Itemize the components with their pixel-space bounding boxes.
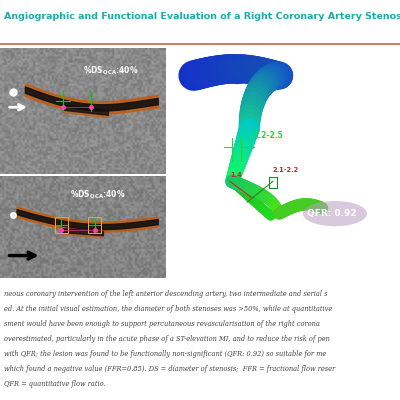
Text: Angiographic and Functional Evaluation of a Right Coronary Artery Stenosis: Angiographic and Functional Evaluation o… [4,12,400,21]
Ellipse shape [303,201,367,226]
Text: 6: 6 [390,154,392,159]
Text: 2: 2 [390,94,392,99]
Text: with QFR; the lesion was found to be functionally non-significant (QFR: 0.92) so: with QFR; the lesion was found to be fun… [4,350,326,358]
Text: 8: 8 [390,184,392,188]
Text: sment would have been enough to support percutaneous revascularisation of the ri: sment would have been enough to support … [4,320,320,328]
Bar [55,217,68,233]
Text: %DS$_{\mathregular{QCA}}$:40%: %DS$_{\mathregular{QCA}}$:40% [83,64,138,77]
Text: neous coronary intervention of the left anterior descending artery, two intermed: neous coronary intervention of the left … [4,290,328,298]
Text: QFR = quantitative flow ratio.: QFR = quantitative flow ratio. [4,380,106,388]
Text: 0: 0 [390,243,392,248]
Text: 2.1-2.2: 2.1-2.2 [273,167,299,173]
Text: 1.4: 1.4 [230,172,242,178]
Text: which found a negative value (FFR=0.85). DS = diameter of stenosis;  FFR = fract: which found a negative value (FFR=0.85).… [4,365,335,373]
Text: 1: 1 [390,214,392,218]
Text: 2.2-2.5: 2.2-2.5 [254,131,283,140]
Bar [88,217,101,233]
Text: QFR: 0.92: QFR: 0.92 [307,209,357,218]
Text: %DS$_{\mathregular{QCA}}$:40%: %DS$_{\mathregular{QCA}}$:40% [70,188,125,201]
Text: ed. At the initial visual estimation, the diameter of both stenoses was >50%, wh: ed. At the initial visual estimation, th… [4,305,332,313]
Text: overestimated, particularly in the acute phase of a ST-elevation MI, and to redu: overestimated, particularly in the acute… [4,334,330,342]
Text: 0: 0 [390,64,392,69]
Text: 4: 4 [390,124,392,129]
